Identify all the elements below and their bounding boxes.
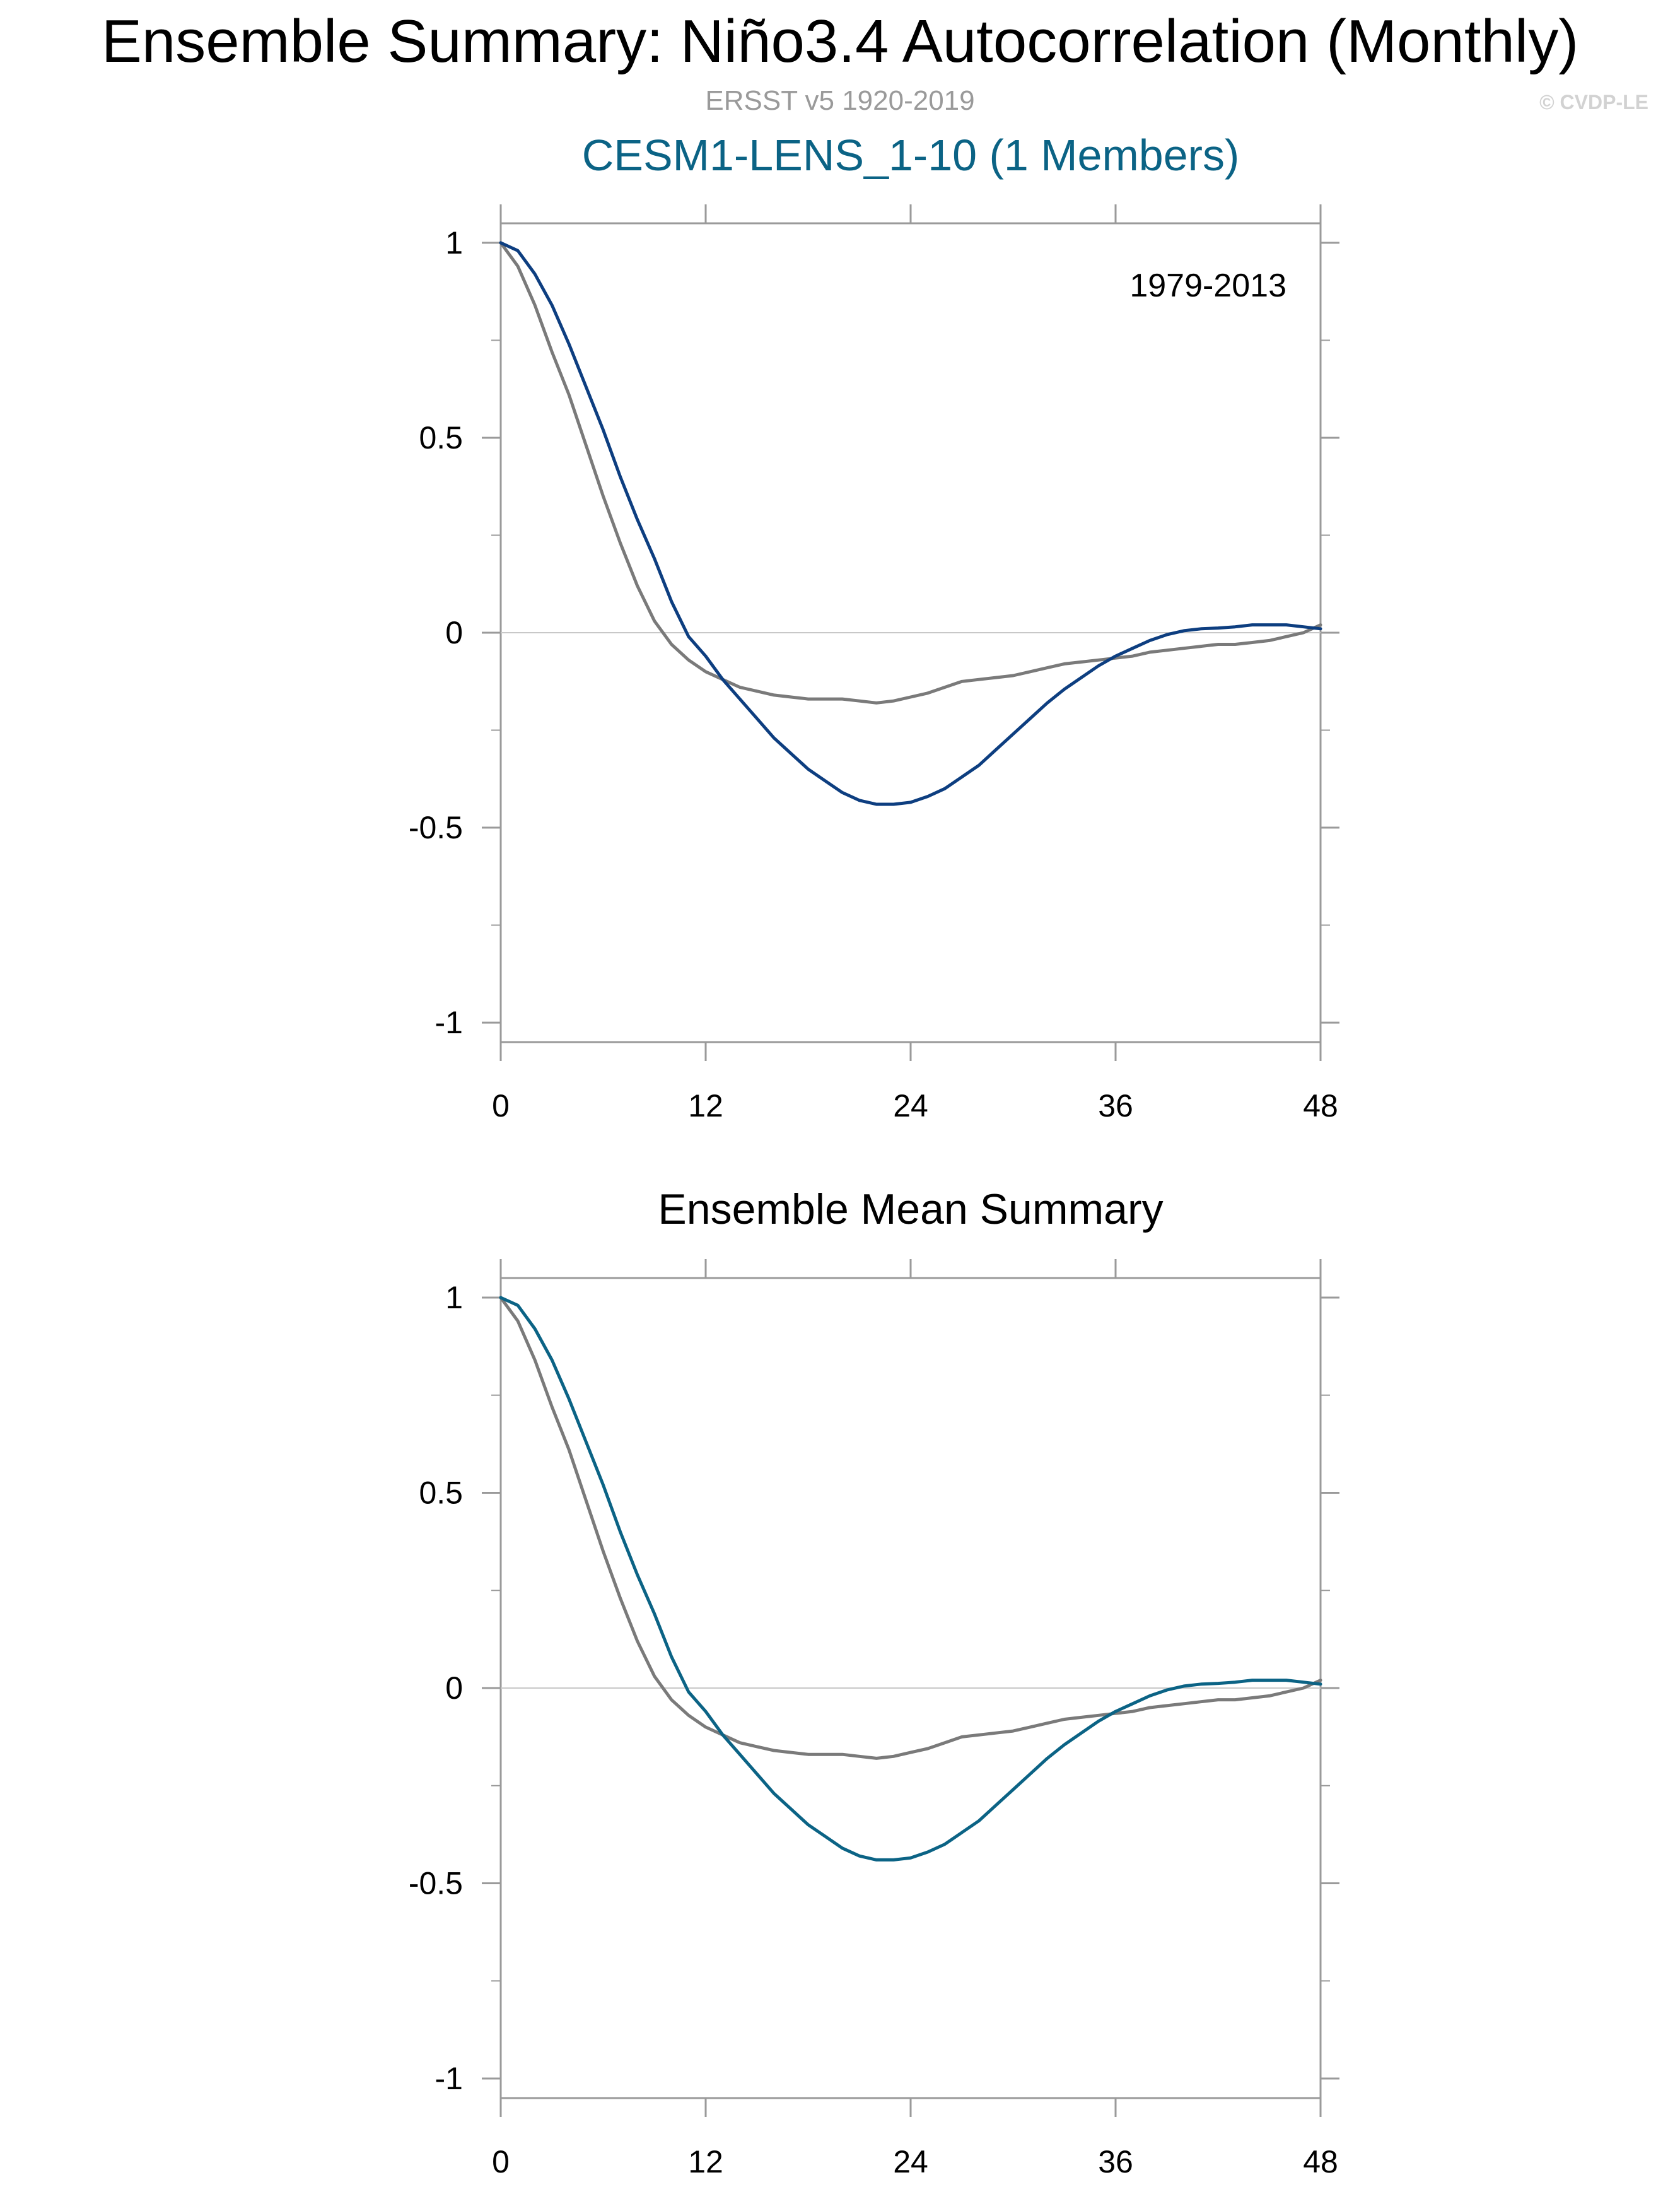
member-series-line (499, 241, 1322, 806)
x-tick-label: 48 (1303, 1088, 1338, 1123)
x-tick-label: 12 (688, 1088, 723, 1123)
y-tick-label: 1 (445, 225, 463, 261)
y-tick-label: -1 (435, 1005, 463, 1040)
panel-title: CESM1-LENS_1-10 (1 Members) (582, 131, 1240, 180)
y-tick-label: 0 (445, 615, 463, 650)
period-annotation: 1979-2013 (1129, 267, 1286, 304)
x-tick-label: 48 (1303, 2144, 1338, 2179)
observations-series-line (499, 241, 1322, 705)
y-tick-label: 0.5 (419, 1475, 463, 1510)
x-tick-label: 36 (1098, 2144, 1133, 2179)
x-tick-label: 24 (893, 1088, 928, 1123)
panel-title: Ensemble Mean Summary (658, 1185, 1163, 1233)
credit-watermark: © CVDP-LE (1539, 91, 1648, 114)
y-tick-label: -0.5 (409, 810, 463, 845)
panel-ensemble-mean-summary: Ensemble Mean Summary 1 0.5 0 -0.5 -1 0 12 24 36 4… (409, 1185, 1339, 2179)
y-tick-label: -1 (435, 2061, 463, 2096)
y-tick-label: 0 (445, 1670, 463, 1706)
y-tick-label: -0.5 (409, 1866, 463, 1901)
observations-subtitle: ERSST v5 1920-2019 (705, 85, 975, 116)
x-tick-label: 0 (492, 1088, 510, 1123)
panel-member-autocorrelation: CESM1-LENS_1-10 (1 Members) 1 0.5 0 -0.5 -1 0 1… (409, 131, 1339, 1123)
ensemble_mean-series-line (499, 1296, 1322, 1862)
x-tick-label: 0 (492, 2144, 510, 2179)
y-tick-label: 0.5 (419, 420, 463, 455)
x-tick-label: 24 (893, 2144, 928, 2179)
figure-title: Ensemble Summary: Niño3.4 Autocorrelatio… (101, 8, 1579, 75)
x-tick-label: 36 (1098, 1088, 1133, 1123)
y-tick-label: 1 (445, 1280, 463, 1315)
observations-series-line (499, 1296, 1322, 1760)
x-tick-label: 12 (688, 2144, 723, 2179)
